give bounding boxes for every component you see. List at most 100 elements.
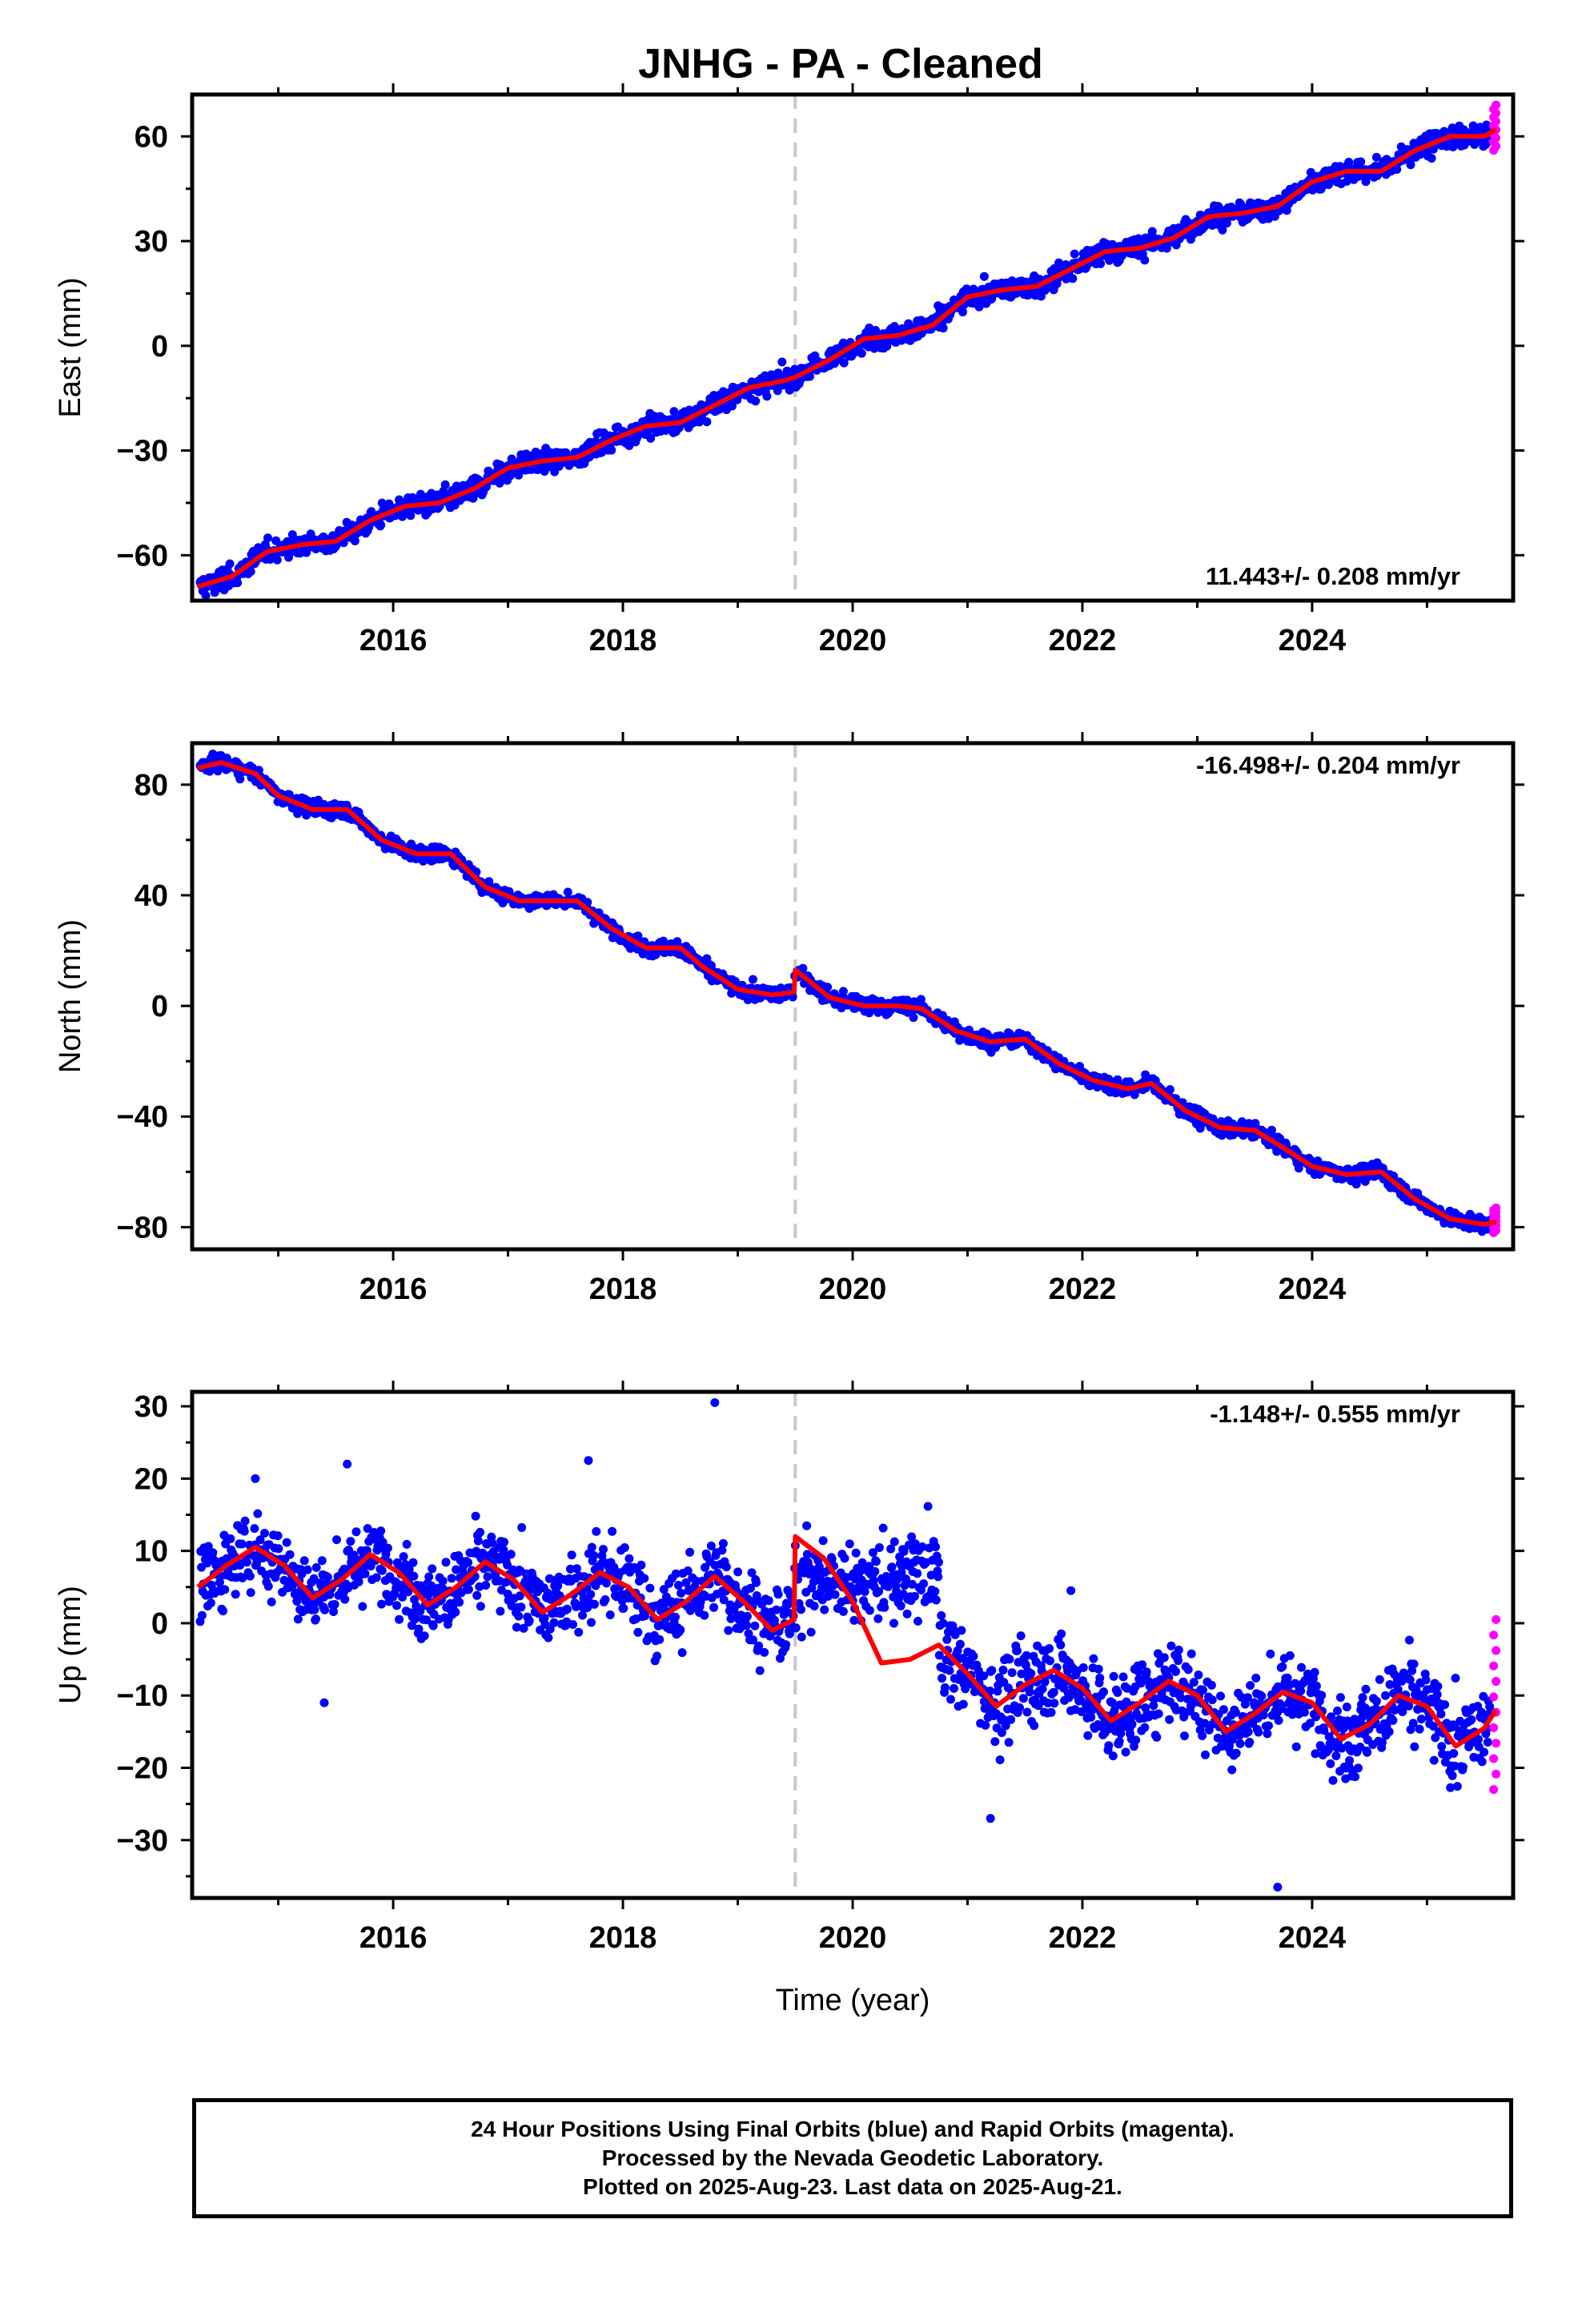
data-point [451, 1607, 460, 1617]
data-point [392, 1601, 401, 1610]
plot-area [195, 94, 1501, 601]
data-point [464, 1558, 473, 1567]
data-point [733, 1567, 743, 1577]
x-tick-label: 2022 [1049, 624, 1117, 657]
data-point [742, 1621, 752, 1630]
data-point [1007, 1668, 1017, 1678]
data-point [1001, 1721, 1010, 1731]
x-tick-label: 2020 [819, 624, 887, 657]
data-point [1015, 1703, 1024, 1712]
data-point [483, 1572, 492, 1582]
data-point [851, 1548, 861, 1558]
data-point [208, 1548, 218, 1558]
data-point [902, 1609, 912, 1618]
data-point [823, 983, 833, 992]
data-point [299, 1556, 309, 1566]
data-point [1140, 255, 1150, 265]
chart-title: JNHG - PA - Cleaned [638, 41, 1043, 87]
data-point [676, 1625, 685, 1634]
data-point [440, 480, 450, 489]
data-point [1165, 1085, 1174, 1094]
data-point [1147, 227, 1157, 236]
data-point [420, 1631, 429, 1641]
data-point [806, 1627, 816, 1637]
data-point [745, 1583, 755, 1593]
data-point [955, 1639, 965, 1649]
data-point [1077, 1707, 1086, 1716]
data-point [532, 1587, 542, 1597]
data-point [592, 1526, 601, 1536]
data-point [909, 1013, 918, 1023]
y-tick-label: −80 [117, 1211, 168, 1244]
x-tick-label: 2022 [1049, 1273, 1117, 1306]
data-point [512, 1622, 521, 1632]
data-point [1050, 1699, 1059, 1708]
data-point [1043, 1699, 1053, 1708]
data-point [721, 1562, 731, 1572]
data-point [923, 1502, 933, 1511]
data-point [619, 1603, 628, 1613]
data-point [222, 1554, 231, 1563]
data-point [910, 1539, 920, 1549]
data-point [814, 1562, 824, 1571]
data-point [624, 1554, 634, 1563]
data-point [263, 533, 272, 543]
data-point [246, 1588, 255, 1598]
data-point [773, 386, 782, 396]
data-point [892, 1586, 901, 1596]
data-point [945, 1666, 954, 1675]
y-tick-label: 30 [135, 225, 168, 259]
data-point [696, 1598, 705, 1606]
data-point [931, 1595, 941, 1605]
data-point [260, 1529, 269, 1538]
data-point [311, 1614, 320, 1624]
data-point [797, 1632, 806, 1642]
x-tick-label: 2024 [1279, 1273, 1347, 1306]
data-point [1018, 1694, 1028, 1703]
rate-label: -16.498+/- 0.204 mm/yr [1196, 751, 1460, 779]
data-point [683, 1566, 693, 1575]
data-point [869, 1548, 877, 1558]
data-point [330, 1600, 339, 1609]
data-point [424, 1572, 434, 1582]
data-point [1022, 1707, 1032, 1717]
data-point [506, 1550, 516, 1559]
y-tick-label: 40 [135, 879, 168, 913]
data-point [303, 1565, 312, 1574]
data-point [937, 1610, 946, 1620]
x-tick-label: 2016 [359, 624, 428, 657]
y-tick-label: 0 [151, 330, 168, 364]
data-point [1030, 1721, 1039, 1731]
data-point [395, 1614, 404, 1624]
y-tick-label: 80 [135, 769, 168, 802]
data-point [441, 1558, 451, 1567]
data-point [871, 1557, 881, 1566]
data-point [934, 1651, 944, 1660]
data-point [599, 1545, 608, 1554]
data-point [979, 271, 989, 281]
data-point [700, 1610, 709, 1620]
data-point [636, 1560, 646, 1570]
data-point [701, 1562, 710, 1572]
model-curve [197, 760, 1497, 1227]
data-point [452, 1565, 461, 1574]
data-point [656, 1621, 665, 1630]
data-point [519, 1623, 528, 1633]
data-point [586, 1590, 596, 1599]
data-point [273, 1531, 283, 1541]
data-point [742, 1611, 752, 1621]
data-point [282, 1538, 291, 1547]
data-point [376, 521, 386, 530]
x-tick-label: 2024 [1279, 624, 1347, 657]
data-point [1005, 1655, 1014, 1664]
data-point [220, 1585, 230, 1594]
data-point [1344, 158, 1354, 167]
data-point [377, 1566, 387, 1575]
data-point [233, 578, 243, 588]
data-point [590, 1599, 599, 1609]
data-point [1095, 1673, 1105, 1683]
data-point [292, 1597, 302, 1606]
data-point [901, 1574, 910, 1584]
data-point [578, 1610, 587, 1620]
